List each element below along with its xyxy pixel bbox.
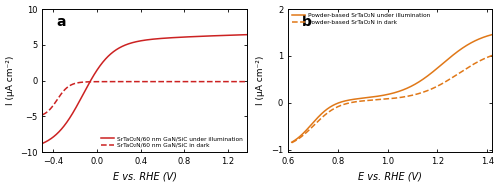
X-axis label: E vs. RHE (V): E vs. RHE (V) [358,171,422,181]
X-axis label: E vs. RHE (V): E vs. RHE (V) [112,171,176,181]
Y-axis label: I (μA cm⁻²): I (μA cm⁻²) [6,56,15,105]
Text: a: a [57,15,66,29]
Legend: SrTaO₂N/60 nm GaN/SiC under illumination, SrTaO₂N/60 nm GaN/SiC in dark: SrTaO₂N/60 nm GaN/SiC under illumination… [98,134,245,150]
Legend: Powder-based SrTaO₂N under illumination, Powder-based SrTaO₂N in dark: Powder-based SrTaO₂N under illumination,… [290,11,432,27]
Text: b: b [302,15,312,29]
Y-axis label: I (μA cm⁻²): I (μA cm⁻²) [256,56,266,105]
